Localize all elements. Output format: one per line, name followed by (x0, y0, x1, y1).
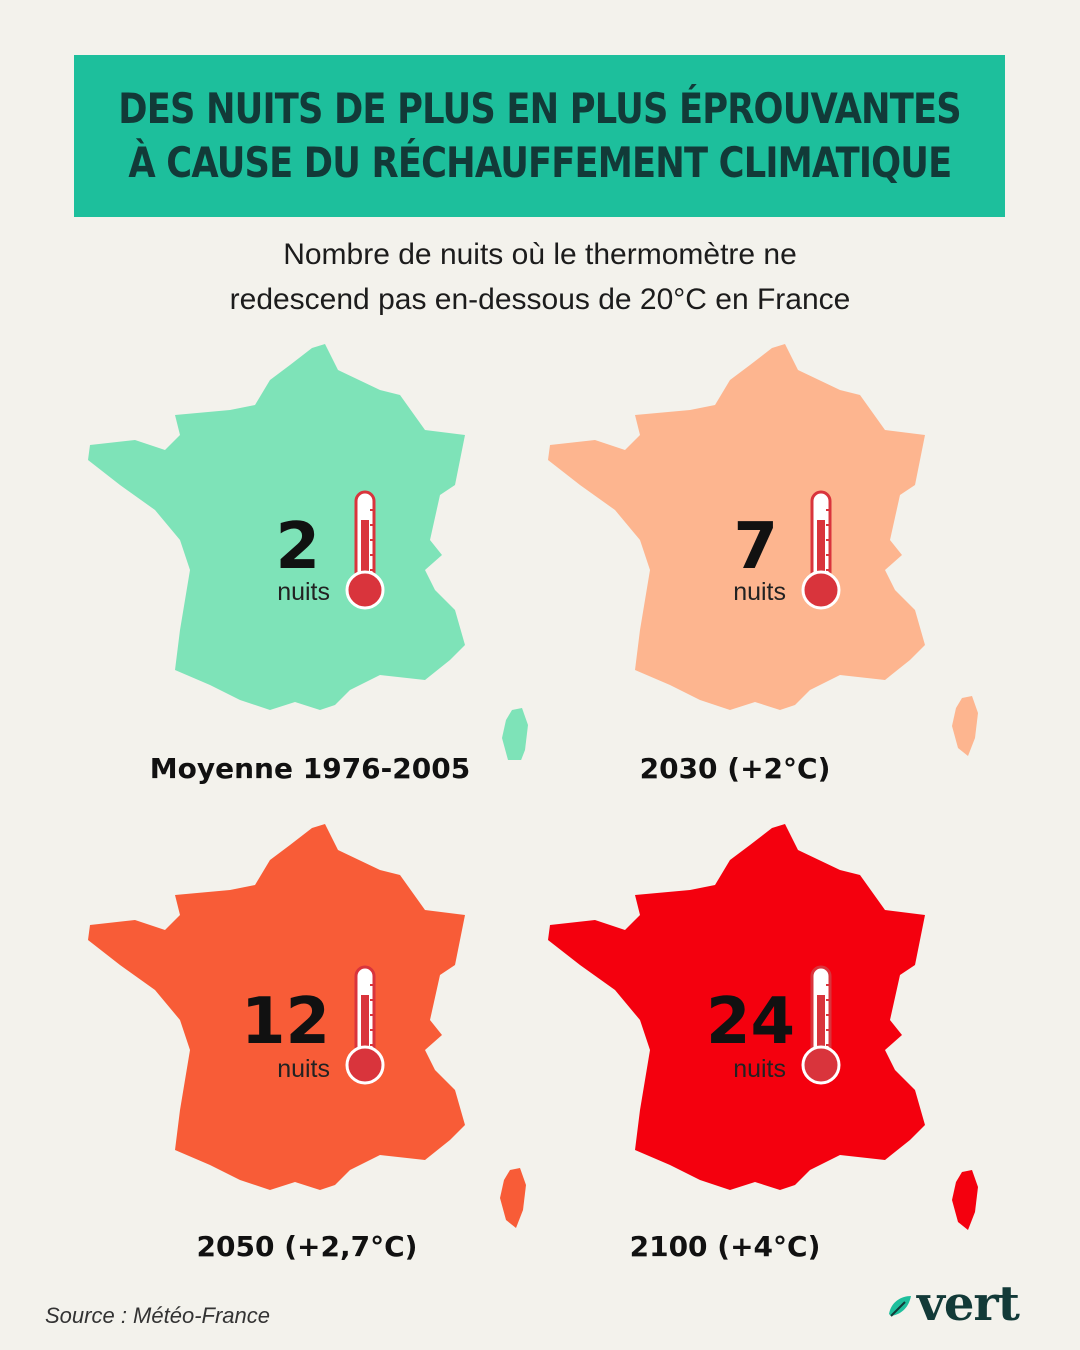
nights-unit: nuits (733, 1055, 786, 1083)
map-panel-2030: 7 nuits 2030 (+2°C) (540, 340, 1000, 810)
vert-logo: vert (885, 1276, 1030, 1332)
title-banner: DES NUITS DE PLUS EN PLUS ÉPROUVANTES À … (74, 55, 1005, 217)
title-line-2: À CAUSE DU RÉCHAUFFEMENT CLIMATIQUE (128, 138, 952, 187)
thermometer-icon (345, 490, 385, 610)
nights-unit: nuits (277, 1055, 330, 1083)
period-caption: 2050 (+2,7°C) (196, 1230, 418, 1263)
map-panel-2100: 24 nuits 2100 (+4°C) (540, 820, 1000, 1290)
period-caption: Moyenne 1976-2005 (149, 752, 471, 785)
subtitle: Nombre de nuits où le thermomètre ne red… (0, 232, 1080, 322)
logo-text: vert (917, 1276, 1020, 1332)
map-panel-2050: 12 nuits 2050 (+2,7°C) (80, 820, 540, 1290)
source-note: Source : Météo-France (45, 1303, 270, 1328)
title-line-1: DES NUITS DE PLUS EN PLUS ÉPROUVANTES (118, 84, 961, 133)
period-caption: 2030 (+2°C) (639, 752, 831, 785)
nights-unit: nuits (733, 578, 786, 606)
subtitle-line-2: redescend pas en-dessous de 20°C en Fran… (229, 283, 851, 316)
subtitle-line-1: Nombre de nuits où le thermomètre ne (283, 238, 797, 271)
leaf-icon (889, 1296, 911, 1317)
nights-count: 7 (733, 510, 778, 584)
period-caption: 2100 (+4°C) (629, 1230, 821, 1263)
france-map (548, 344, 978, 756)
thermometer-icon (345, 965, 385, 1085)
thermometer-icon (801, 490, 841, 610)
france-map (88, 824, 526, 1228)
map-panel-1976-2005: 2 nuits Moyenne 1976-2005 (80, 340, 540, 810)
nights-count: 24 (705, 985, 795, 1059)
thermometer-icon (801, 965, 841, 1085)
nights-unit: nuits (277, 578, 330, 606)
nights-count: 2 (275, 510, 320, 584)
france-map (548, 824, 978, 1230)
france-map (88, 344, 528, 760)
nights-count: 12 (240, 985, 330, 1059)
